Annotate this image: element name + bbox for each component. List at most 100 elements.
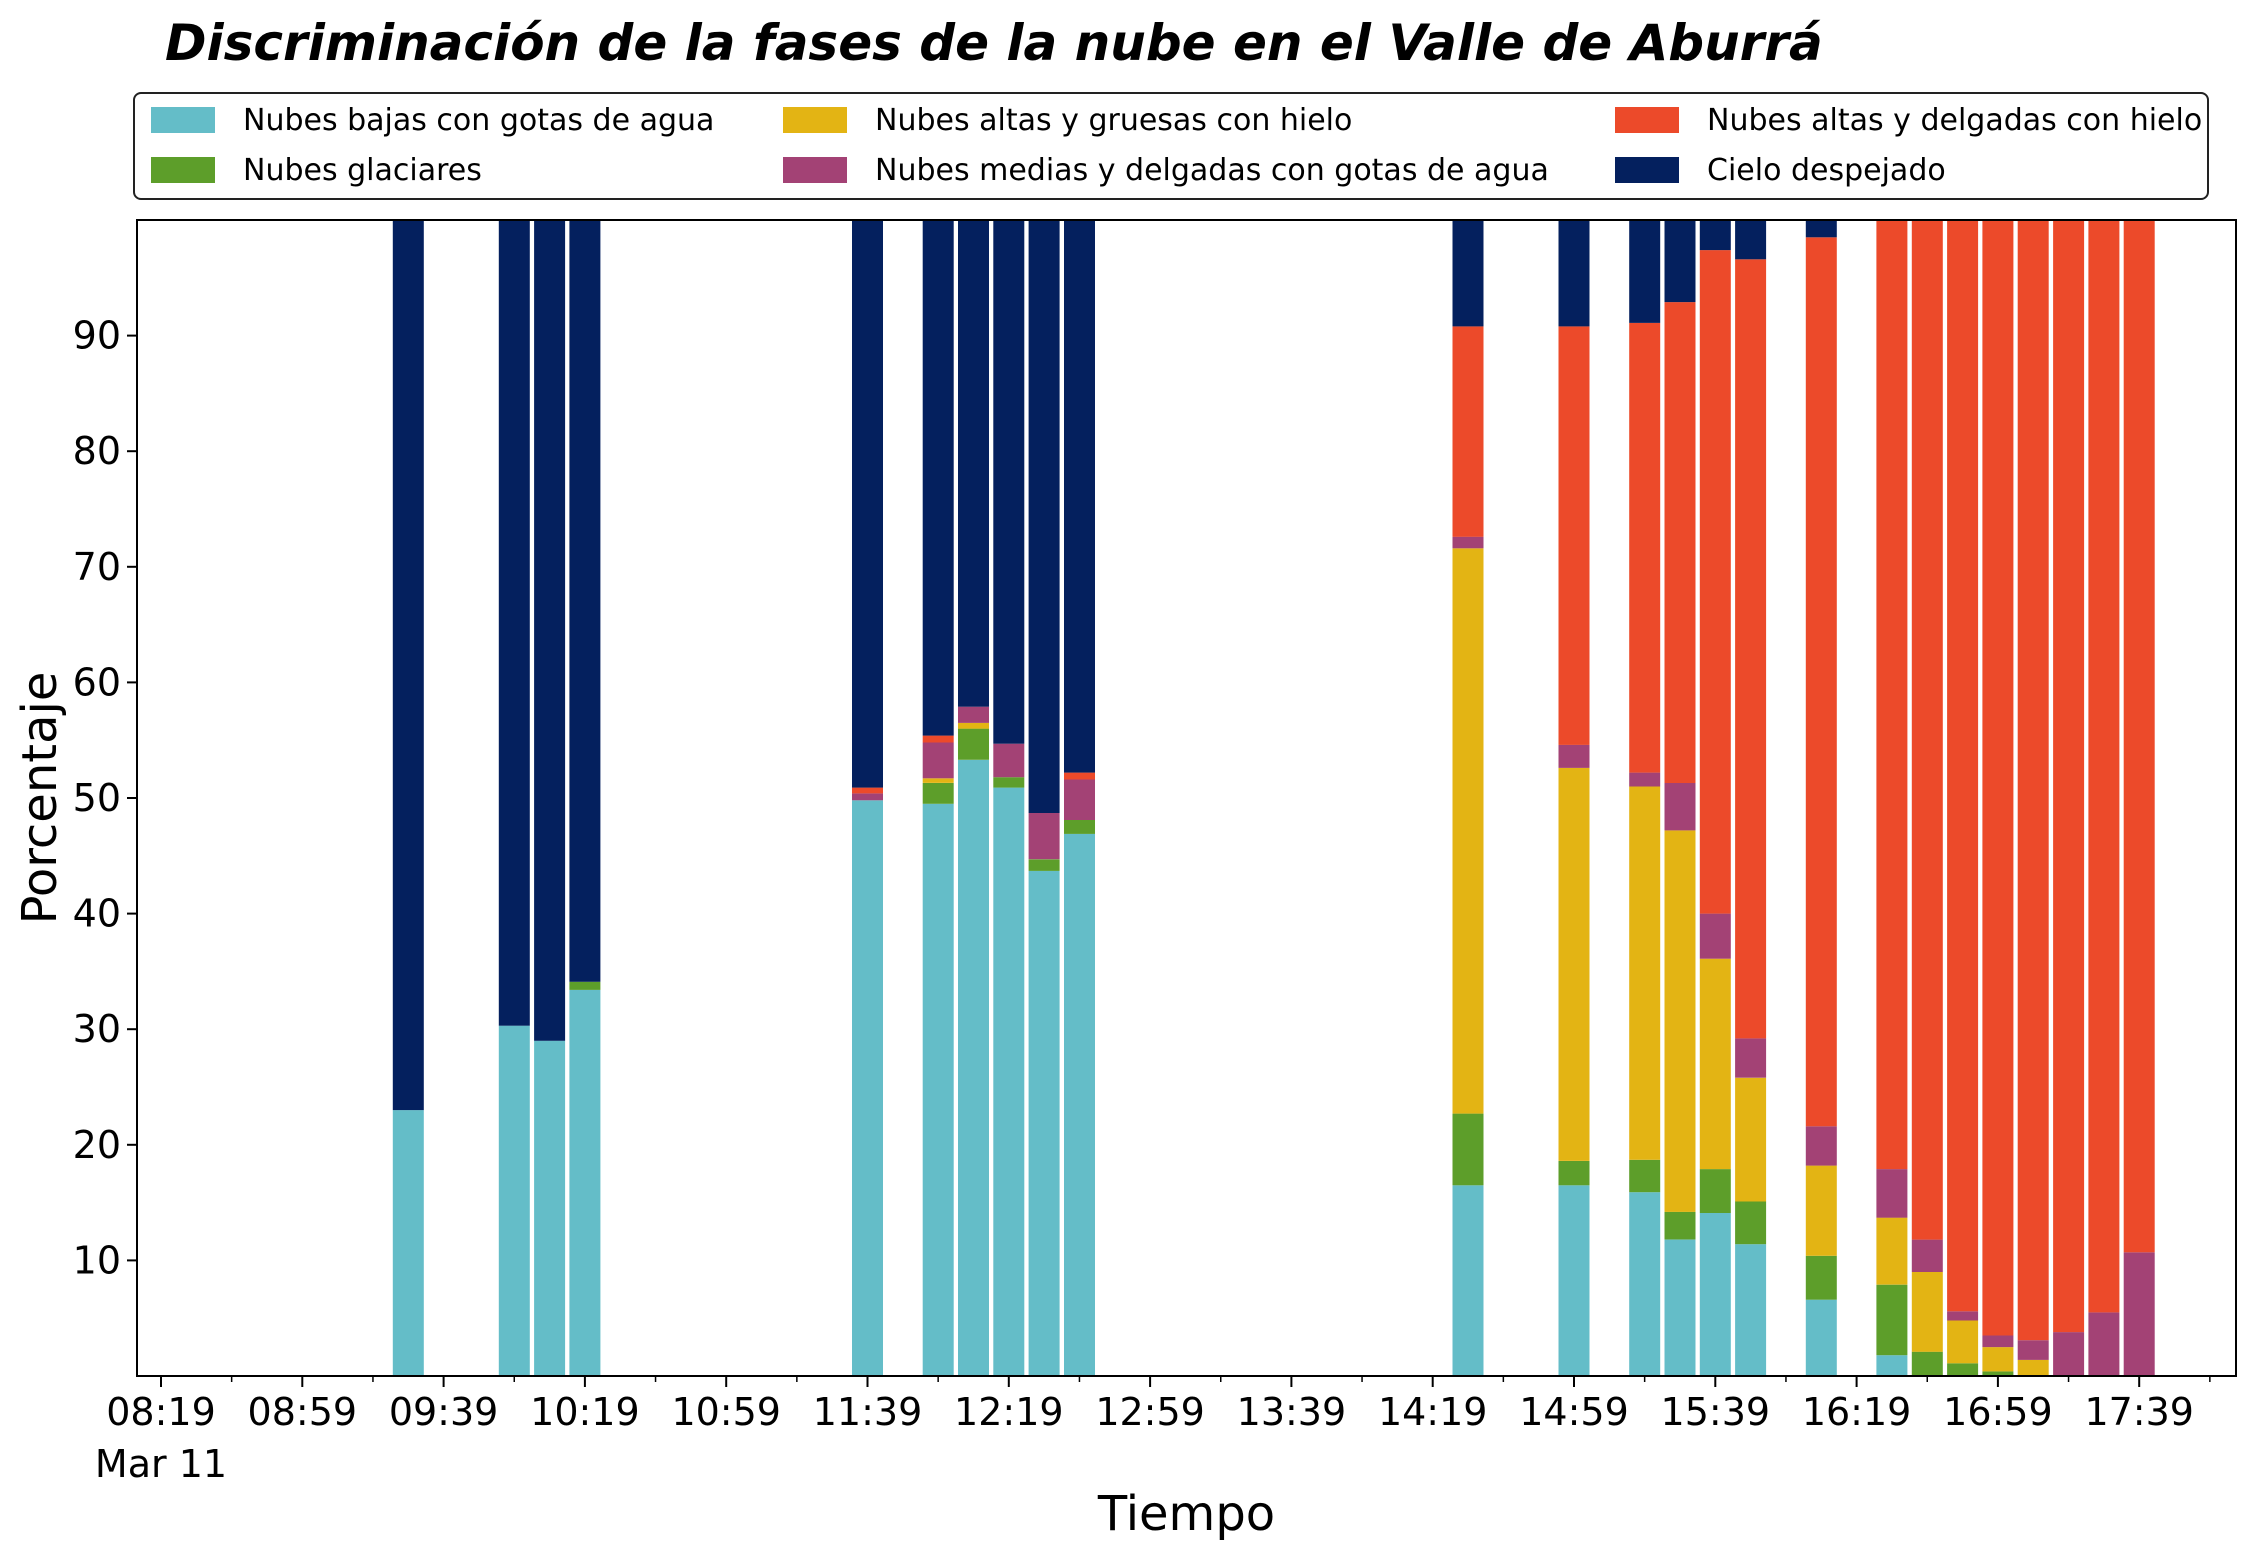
- bar-cielo-despejado-0929: [392, 220, 424, 1111]
- y-tick-label-30: 30: [73, 1007, 121, 1051]
- bar-cielo-despejado-1159: [922, 220, 954, 736]
- bar-nubes-bajas-con-gotas-de-agua-1229: [1028, 870, 1060, 1376]
- x-tick-label-0859: 08:59: [248, 1390, 358, 1434]
- bar-nubes-medias-y-delgadas-con-gotas-de-agua-1609: [1805, 1126, 1837, 1166]
- bar-cielo-despejado-1459: [1558, 220, 1590, 327]
- bar-nubes-medias-y-delgadas-con-gotas-de-agua-1629: [1876, 1169, 1908, 1218]
- bar-nubes-glaciares-1609: [1805, 1255, 1837, 1300]
- x-tick-label-1019: 10:19: [530, 1390, 640, 1434]
- bar-nubes-altas-y-delgadas-con-hielo-1609: [1805, 237, 1837, 1127]
- bar-nubes-bajas-con-gotas-de-agua-1429: [1452, 1185, 1484, 1376]
- bar-nubes-medias-y-delgadas-con-gotas-de-agua-1729: [2088, 1312, 2120, 1376]
- legend-swatch-nubes-altas-gruesas: [783, 107, 847, 133]
- bar-nubes-medias-y-delgadas-con-gotas-de-agua-1519: [1629, 772, 1661, 787]
- bar-nubes-altas-y-delgadas-con-hielo-1719: [2053, 220, 2085, 1333]
- legend-item-cielo-despejado: Cielo despejado: [1615, 150, 1946, 190]
- legend-swatch-cielo-despejado: [1615, 157, 1679, 183]
- bar-nubes-bajas-con-gotas-de-agua-1549: [1735, 1244, 1767, 1376]
- legend-swatch-nubes-glaciares: [151, 157, 215, 183]
- bar-nubes-bajas-con-gotas-de-agua-1139: [852, 800, 883, 1376]
- bar-nubes-glaciares-1549: [1735, 1201, 1767, 1245]
- bar-nubes-altas-y-delgadas-con-hielo-1519: [1629, 322, 1661, 773]
- bar-cielo-despejado-1139: [852, 220, 883, 788]
- legend: Nubes bajas con gotas de agua Nubes glac…: [133, 92, 2209, 200]
- y-tick-label-40: 40: [73, 892, 121, 936]
- bar-nubes-altas-y-gruesas-con-hielo-1539: [1699, 958, 1731, 1170]
- bar-nubes-altas-y-gruesas-con-hielo-1209: [958, 722, 989, 729]
- bar-cielo-despejado-1229: [1028, 220, 1060, 813]
- bar-nubes-altas-y-gruesas-con-hielo-1159: [922, 778, 954, 783]
- bar-nubes-glaciares-1159: [922, 783, 954, 804]
- bar-nubes-bajas-con-gotas-de-agua-1159: [922, 803, 954, 1376]
- legend-label-nubes-medias: Nubes medias y delgadas con gotas de agu…: [875, 152, 1549, 188]
- bar-nubes-medias-y-delgadas-con-gotas-de-agua-1739: [2123, 1252, 2155, 1376]
- x-tick-label-0819: 08:19: [106, 1390, 216, 1434]
- bar-cielo-despejado-1209: [958, 220, 989, 707]
- bar-nubes-altas-y-delgadas-con-hielo-1659: [1982, 220, 2014, 1336]
- bar-nubes-glaciares-1629: [1876, 1284, 1908, 1356]
- y-tick-label-90: 90: [73, 314, 121, 358]
- y-tick-label-60: 60: [73, 660, 121, 704]
- bar-nubes-altas-y-delgadas-con-hielo-1549: [1735, 259, 1767, 1039]
- bar-cielo-despejado-1239: [1064, 220, 1095, 773]
- legend-item-nubes-altas-delgadas: Nubes altas y delgadas con hielo: [1615, 100, 2202, 140]
- bar-cielo-despejado-1529: [1664, 220, 1696, 303]
- bar-nubes-bajas-con-gotas-de-agua-1609: [1805, 1299, 1837, 1376]
- legend-item-nubes-bajas: Nubes bajas con gotas de agua: [151, 100, 714, 140]
- bar-nubes-bajas-con-gotas-de-agua-1519: [1629, 1192, 1661, 1376]
- bar-nubes-altas-y-gruesas-con-hielo-1529: [1664, 830, 1696, 1212]
- bar-nubes-glaciares-1219: [993, 777, 1025, 788]
- bar-cielo-despejado-1519: [1629, 220, 1661, 323]
- x-tick-label-1339: 13:39: [1237, 1390, 1347, 1434]
- x-axis-title: Tiempo: [1097, 1486, 1275, 1542]
- bar-nubes-altas-y-gruesas-con-hielo-1549: [1735, 1077, 1767, 1202]
- bar-nubes-glaciares-1019: [569, 981, 601, 990]
- legend-label-nubes-altas-gruesas: Nubes altas y gruesas con hielo: [875, 102, 1353, 138]
- bar-nubes-medias-y-delgadas-con-gotas-de-agua-1659: [1982, 1335, 2014, 1348]
- bar-nubes-medias-y-delgadas-con-gotas-de-agua-1709: [2017, 1340, 2049, 1360]
- bar-cielo-despejado-1609: [1805, 220, 1837, 238]
- bar-nubes-altas-y-gruesas-con-hielo-1659: [1982, 1347, 2014, 1372]
- bar-nubes-medias-y-delgadas-con-gotas-de-agua-1429: [1452, 536, 1484, 549]
- bar-nubes-medias-y-delgadas-con-gotas-de-agua-1219: [993, 743, 1025, 778]
- bar-cielo-despejado-1009: [534, 220, 566, 1041]
- x-tick-label-0939: 09:39: [389, 1390, 499, 1434]
- bar-nubes-altas-y-gruesas-con-hielo-1629: [1876, 1217, 1908, 1285]
- x-tick-label-1659: 16:59: [1943, 1390, 2053, 1434]
- bar-nubes-bajas-con-gotas-de-agua-1539: [1699, 1213, 1731, 1376]
- bar-nubes-bajas-con-gotas-de-agua-0929: [392, 1110, 424, 1376]
- bar-nubes-altas-y-gruesas-con-hielo-1649: [1947, 1320, 1979, 1364]
- bar-nubes-altas-y-delgadas-con-hielo-1709: [2017, 220, 2049, 1341]
- bar-nubes-glaciares-1649: [1947, 1363, 1979, 1376]
- bar-nubes-bajas-con-gotas-de-agua-1209: [958, 759, 989, 1376]
- legend-swatch-nubes-altas-delgadas: [1615, 107, 1679, 133]
- bar-nubes-medias-y-delgadas-con-gotas-de-agua-1209: [958, 706, 989, 723]
- x-date-label: Mar 11: [95, 1442, 227, 1486]
- bar-cielo-despejado-1019: [569, 220, 601, 982]
- bar-nubes-bajas-con-gotas-de-agua-1009: [534, 1040, 566, 1376]
- bar-nubes-glaciares-1459: [1558, 1161, 1590, 1186]
- bar-nubes-altas-y-gruesas-con-hielo-1609: [1805, 1165, 1837, 1256]
- bar-nubes-glaciares-1529: [1664, 1211, 1696, 1240]
- bar-nubes-altas-y-gruesas-con-hielo-1459: [1558, 767, 1590, 1161]
- bar-nubes-altas-y-delgadas-con-hielo-1539: [1699, 250, 1731, 914]
- bar-nubes-medias-y-delgadas-con-gotas-de-agua-1539: [1699, 913, 1731, 959]
- x-tick-label-1739: 17:39: [2084, 1390, 2194, 1434]
- y-axis-title: Porcentaje: [12, 672, 68, 925]
- bar-nubes-altas-y-delgadas-con-hielo-1649: [1947, 220, 1979, 1312]
- bar-nubes-altas-y-delgadas-con-hielo-1529: [1664, 302, 1696, 783]
- bar-nubes-altas-y-delgadas-con-hielo-1629: [1876, 220, 1908, 1170]
- bar-nubes-bajas-con-gotas-de-agua-0959: [498, 1025, 530, 1376]
- bar-nubes-bajas-con-gotas-de-agua-1219: [993, 787, 1025, 1376]
- bar-nubes-medias-y-delgadas-con-gotas-de-agua-1459: [1558, 744, 1590, 768]
- legend-swatch-nubes-bajas: [151, 107, 215, 133]
- bar-nubes-altas-y-gruesas-con-hielo-1519: [1629, 786, 1661, 1160]
- bar-nubes-medias-y-delgadas-con-gotas-de-agua-1139: [852, 793, 883, 801]
- legend-label-nubes-altas-delgadas: Nubes altas y delgadas con hielo: [1707, 102, 2203, 138]
- bar-cielo-despejado-0959: [498, 220, 530, 1026]
- legend-swatch-nubes-medias: [783, 157, 847, 183]
- x-tick-label-1539: 15:39: [1661, 1390, 1771, 1434]
- bar-nubes-bajas-con-gotas-de-agua-1529: [1664, 1239, 1696, 1376]
- bar-nubes-medias-y-delgadas-con-gotas-de-agua-1649: [1947, 1311, 1979, 1321]
- y-tick-label-70: 70: [73, 545, 121, 589]
